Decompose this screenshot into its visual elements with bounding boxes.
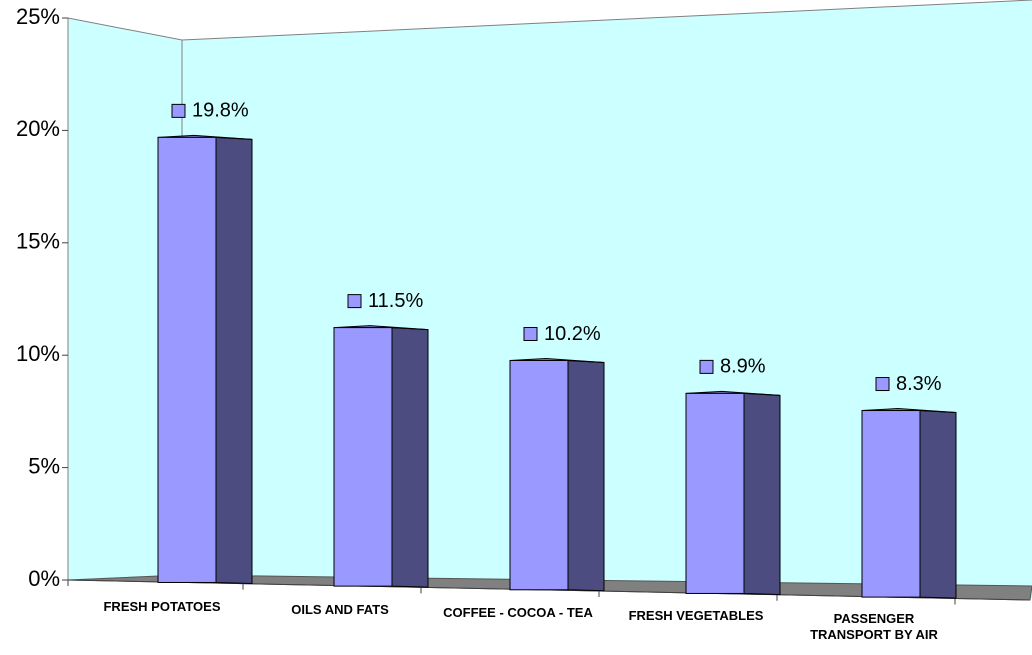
value-label-marker: [347, 294, 362, 309]
x-tick-label: FRESH POTATOES: [103, 599, 221, 614]
x-tick-label: FRESH VEGETABLES: [628, 608, 764, 623]
bar: [861, 410, 921, 598]
bar-side: [215, 136, 253, 584]
value-label: 11.5%: [368, 290, 423, 312]
value-label: 8.9%: [720, 356, 766, 378]
y-tick-label: 15%: [16, 229, 60, 254]
y-tick-label: 25%: [16, 4, 60, 29]
bar: [333, 327, 393, 587]
bar-side: [567, 359, 605, 592]
bar: [685, 392, 745, 594]
x-tick-label: OILS AND FATS: [291, 602, 389, 617]
bar-side: [391, 327, 429, 588]
bar: [509, 359, 569, 591]
bar-side: [743, 392, 781, 595]
value-label-marker: [523, 326, 538, 341]
y-tick-label: 10%: [16, 341, 60, 366]
x-tick-label: COFFEE - COCOA - TEA: [443, 605, 593, 620]
x-tick-label: PASSENGER TRANSPORT BY AIR: [810, 611, 938, 642]
y-tick-label: 5%: [28, 453, 60, 478]
bar-side: [919, 409, 957, 599]
plot-background: [68, 0, 1032, 598]
value-label: 10.2%: [544, 323, 601, 345]
value-label-marker: [171, 103, 186, 118]
y-tick-label: 20%: [16, 116, 60, 141]
y-tick-label: 0%: [28, 566, 60, 591]
value-label-marker: [699, 359, 714, 374]
value-label: 8.3%: [896, 373, 942, 395]
bar: [157, 136, 217, 583]
value-label-marker: [875, 377, 890, 392]
value-label: 19.8%: [192, 100, 249, 122]
